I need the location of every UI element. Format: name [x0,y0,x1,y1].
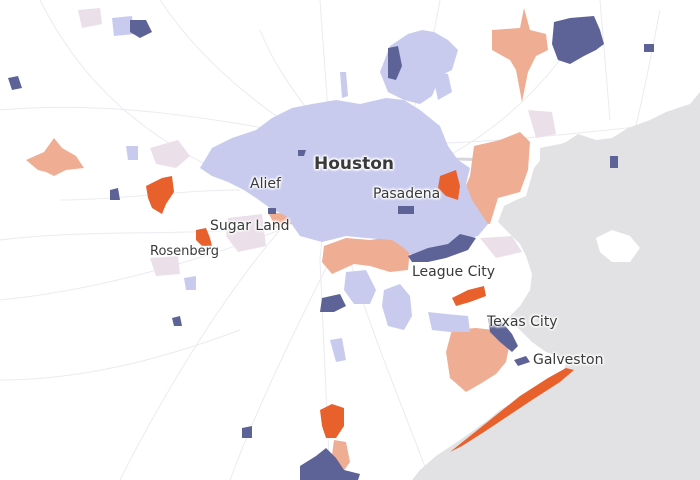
city-label-galveston[interactable]: Galveston [533,352,604,368]
area-tomball [112,16,134,36]
faint-area-west [150,140,190,168]
area-seabrook [428,312,470,332]
city-label-sugar-land[interactable]: Sugar Land [210,218,290,234]
city-label-houston[interactable]: Houston [314,154,395,174]
area-alvin-orange [320,404,344,438]
area-humble [432,72,452,100]
area-friendswood [322,236,410,274]
area-south-dark-2 [242,426,252,438]
area-north-strip [340,72,348,98]
faint-area-east [528,110,556,138]
faint-area-southwest [226,214,266,252]
faint-area-south [480,236,522,258]
area-rosenberg-orange [196,228,212,246]
city-label-alief[interactable]: Alief [250,176,281,192]
area-katy [26,138,84,176]
dark-blue-areas [8,16,654,480]
area-baytown [492,8,548,102]
area-pearland-dark [320,294,346,312]
area-houston-main [200,98,488,260]
bay-water-body [412,92,700,480]
area-sugar-land-dark [268,208,276,214]
area-south [330,338,346,362]
area-league-city-dark [408,234,476,262]
area-dark-west [8,76,22,90]
area-angleton [300,448,360,480]
light-blue-areas [112,16,488,362]
faint-area-north [78,8,102,28]
faint-area-sw2 [150,256,180,276]
area-deer-park [460,132,530,224]
faint-pink-areas [78,8,556,276]
area-tiny-west [126,146,138,160]
orange-areas [146,170,574,452]
city-label-texas-city[interactable]: Texas City [487,314,558,330]
area-friendswood-blue [382,284,412,330]
area-dark-east-2 [644,44,654,52]
area-pearland [344,270,376,304]
area-crosby [388,46,402,80]
area-galveston-dark [514,356,530,366]
area-south-dark-1 [172,316,182,326]
light-orange-areas [26,8,548,476]
area-dark-nw [110,188,120,200]
area-tiny-mid [184,276,196,290]
area-mont-belvieu [552,16,604,64]
bay-island [596,230,640,262]
area-houston-north [380,30,458,104]
area-league-city-orange [452,286,486,306]
city-label-rosenberg[interactable]: Rosenberg [150,244,220,259]
area-north-cluster [130,20,152,38]
city-label-league-city[interactable]: League City [412,264,496,280]
area-dark-east-1 [610,156,618,168]
city-label-pasadena[interactable]: Pasadena [373,186,441,202]
area-houston-dark [298,150,306,156]
area-fulshear [146,176,174,214]
area-galveston-island [450,368,574,452]
area-dickinson [446,328,510,392]
bay-water [412,92,700,480]
area-texas-city-dark [488,318,518,352]
area-pasadena-dark [398,206,414,214]
bay-inlet [540,144,572,178]
area-pasadena-orange [438,170,460,200]
